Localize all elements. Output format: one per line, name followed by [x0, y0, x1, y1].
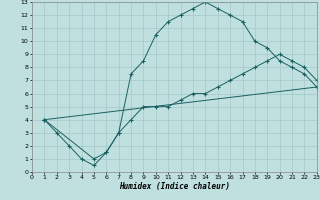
- X-axis label: Humidex (Indice chaleur): Humidex (Indice chaleur): [119, 182, 230, 191]
